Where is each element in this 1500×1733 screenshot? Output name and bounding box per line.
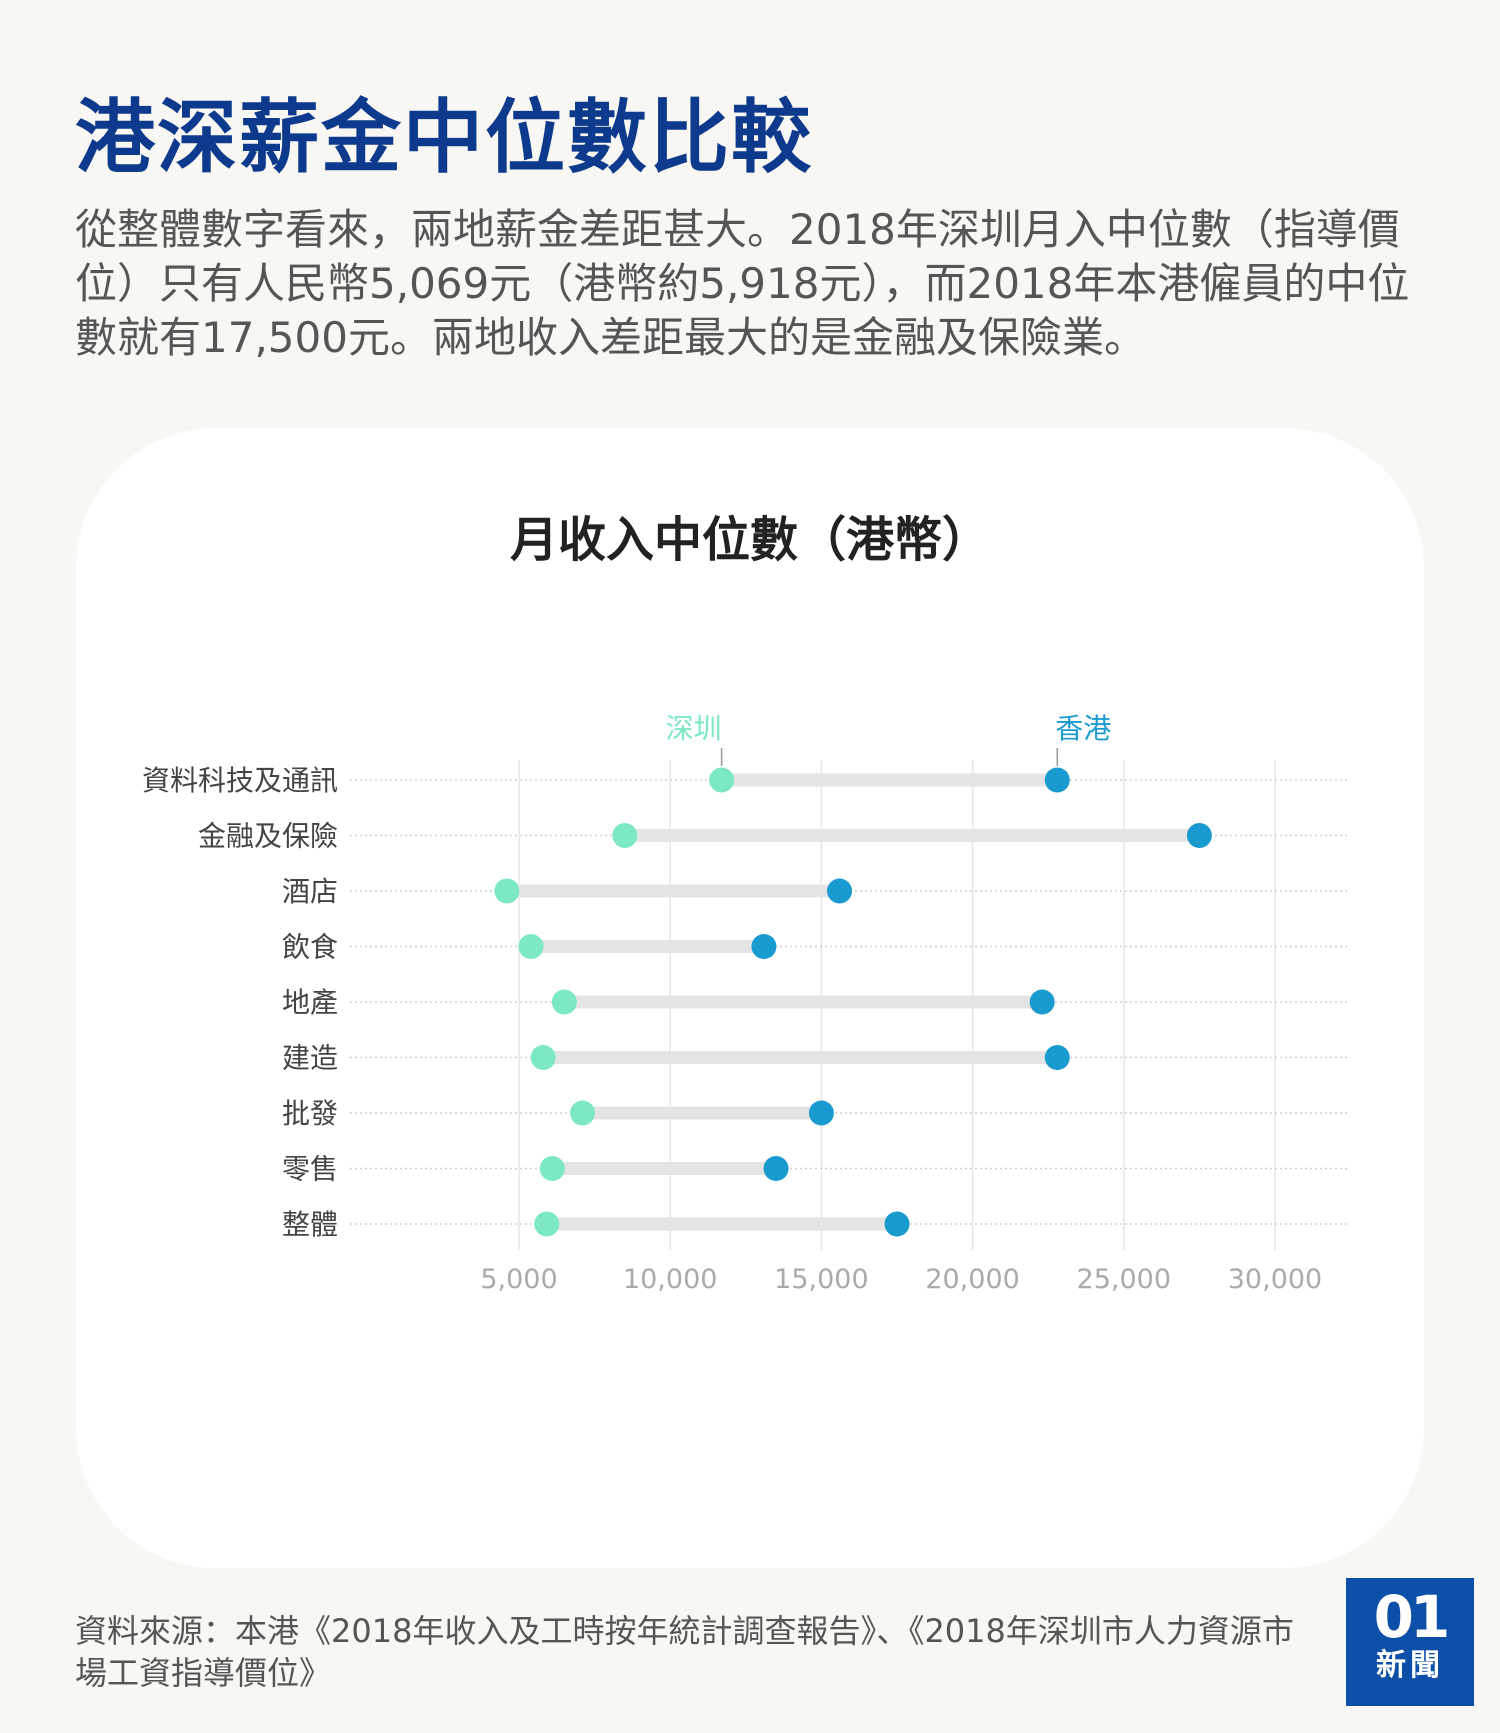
intro-paragraph: 從整體數字看來，兩地薪金差距甚大。2018年深圳月入中位數（指導價位）只有人民幣… bbox=[75, 205, 1410, 362]
shenzhen-dot bbox=[494, 878, 520, 904]
x-tick-label: 5,000 bbox=[480, 1264, 557, 1295]
category-label: 零售 bbox=[282, 1153, 338, 1186]
category-label: 建造 bbox=[282, 1042, 338, 1075]
x-tick-label: 20,000 bbox=[925, 1264, 1019, 1295]
hongkong-dot bbox=[827, 878, 853, 904]
chart-title: 月收入中位數（港幣） bbox=[509, 512, 990, 568]
series-label: 深圳 bbox=[666, 712, 722, 745]
x-tick-label: 15,000 bbox=[774, 1264, 868, 1295]
shenzhen-dot bbox=[551, 989, 577, 1015]
brand-logo: 01 新聞 bbox=[1346, 1578, 1474, 1706]
series-label: 香港 bbox=[1055, 712, 1111, 745]
category-label: 資料科技及通訊 bbox=[142, 764, 338, 797]
category-label: 整體 bbox=[282, 1208, 338, 1241]
shenzhen-dot bbox=[570, 1100, 596, 1126]
hongkong-dot bbox=[751, 934, 777, 959]
shenzhen-dot bbox=[539, 1156, 565, 1181]
category-label: 批發 bbox=[282, 1097, 338, 1130]
headline: 港深薪金中位數比較 bbox=[75, 91, 813, 184]
hongkong-dot bbox=[1044, 1045, 1070, 1070]
shenzhen-dot bbox=[709, 767, 735, 793]
hongkong-dot bbox=[884, 1211, 910, 1237]
x-tick-label: 30,000 bbox=[1228, 1264, 1322, 1295]
hongkong-dot bbox=[808, 1100, 834, 1126]
hongkong-dot bbox=[1186, 823, 1212, 848]
source-note: 資料來源：本港《2018年收入及工時按年統計調查報告》、《2018年深圳市人力資… bbox=[75, 1612, 1294, 1692]
logo-mark: 01 bbox=[1373, 1583, 1451, 1651]
logo-text: 新聞 bbox=[1376, 1648, 1444, 1683]
shenzhen-dot bbox=[530, 1045, 556, 1070]
category-label: 酒店 bbox=[282, 875, 338, 908]
shenzhen-dot bbox=[612, 823, 638, 848]
shenzhen-dot bbox=[518, 934, 544, 959]
shenzhen-dot bbox=[534, 1211, 560, 1237]
hongkong-dot bbox=[1044, 767, 1070, 793]
x-tick-label: 25,000 bbox=[1077, 1264, 1171, 1295]
hongkong-dot bbox=[763, 1156, 789, 1181]
hongkong-dot bbox=[1029, 989, 1055, 1015]
category-label: 飲食 bbox=[282, 931, 338, 964]
category-label: 金融及保險 bbox=[198, 820, 338, 853]
x-tick-label: 10,000 bbox=[623, 1264, 717, 1295]
category-label: 地產 bbox=[282, 986, 338, 1019]
